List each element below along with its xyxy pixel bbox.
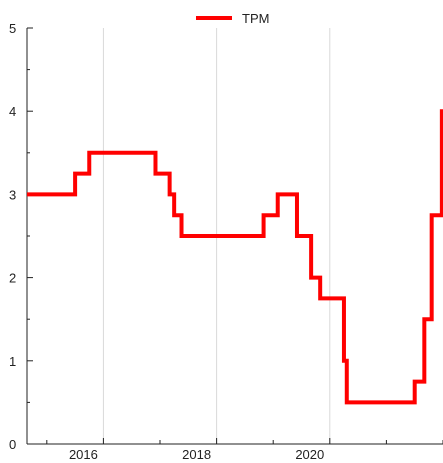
x-tick-label: 2018 xyxy=(182,447,211,462)
y-tick-label: 0 xyxy=(9,437,16,452)
legend: TPM xyxy=(196,11,269,26)
x-tick-label: 2016 xyxy=(69,447,98,462)
y-tick-label: 2 xyxy=(9,271,16,286)
y-tick-label: 1 xyxy=(9,354,16,369)
y-tick-label: 5 xyxy=(9,21,16,36)
y-tick-label: 4 xyxy=(9,104,16,119)
x-tick-label: 2020 xyxy=(295,447,324,462)
y-tick-label: 3 xyxy=(9,187,16,202)
legend-label-tpm: TPM xyxy=(242,11,269,26)
